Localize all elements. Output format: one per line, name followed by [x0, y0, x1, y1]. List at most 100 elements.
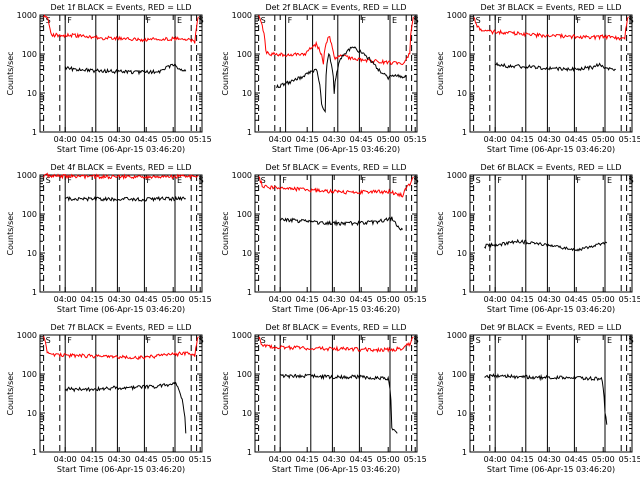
series-line: [484, 238, 608, 252]
y-axis-label: Counts/sec: [221, 211, 230, 255]
event-marker-label: F: [497, 16, 502, 25]
event-marker-label: F: [288, 16, 293, 25]
event-marker-label: S: [476, 176, 481, 185]
y-tick-label: 10: [27, 409, 37, 418]
x-tick-label: 04:15: [81, 295, 104, 304]
event-marker-label: E: [177, 336, 182, 345]
event-marker-label: E: [177, 16, 182, 25]
y-tick-label: 100: [452, 210, 467, 219]
event-marker-label: S: [629, 336, 634, 345]
plot-frame: [39, 174, 203, 293]
detector-panel-5: Det 5f BLACK = Events, RED = LLD 1 10 100 10…: [221, 163, 427, 314]
series-line: [494, 61, 616, 73]
event-marker-label: E: [607, 336, 612, 345]
x-tick-label: 05:00: [592, 135, 615, 144]
x-tick-label: 04:15: [81, 455, 104, 464]
series-line: [64, 195, 187, 203]
x-tick-label: 04:45: [565, 135, 588, 144]
x-tick-label: 04:15: [511, 135, 534, 144]
y-tick-label: 100: [237, 210, 252, 219]
x-tick-label: 04:00: [484, 135, 507, 144]
event-marker-label: E: [392, 336, 397, 345]
y-tick-label: 100: [22, 50, 37, 59]
panel-title: Det 8f BLACK = Events, RED = LLD: [265, 323, 406, 332]
y-tick-label: 10: [457, 89, 467, 98]
event-marker-label: F: [361, 16, 366, 25]
y-tick-label: 1: [247, 288, 252, 297]
y-axis-label: Counts/sec: [436, 371, 445, 415]
plot-frame: [254, 334, 418, 453]
series-line: [64, 381, 187, 434]
detector-panel-6: Det 6f BLACK = Events, RED = LLD 1 10 100 10…: [436, 163, 640, 314]
x-tick-label: 05:15: [404, 135, 427, 144]
event-marker-label: F: [282, 176, 287, 185]
detector-panel-9: Det 9f BLACK = Events, RED = LLD 1 10 100 10…: [436, 323, 640, 474]
detector-panel-3: Det 3f BLACK = Events, RED = LLD 1 10 100 10…: [436, 3, 640, 154]
x-tick-label: 04:00: [269, 295, 292, 304]
x-tick-label: 04:00: [269, 135, 292, 144]
y-tick-label: 100: [452, 370, 467, 379]
x-axis-label: Start Time (06-Apr-15 03:46:20): [272, 465, 400, 474]
x-tick-label: 04:45: [135, 455, 158, 464]
x-tick-label: 04:45: [135, 295, 158, 304]
detector-panel-7: Det 7f BLACK = Events, RED = LLD 1 10 100 10…: [6, 323, 212, 474]
x-tick-label: 05:00: [377, 295, 400, 304]
series-line: [279, 216, 403, 231]
x-tick-label: 04:45: [565, 455, 588, 464]
x-tick-label: 04:45: [350, 295, 373, 304]
event-marker-label: S: [199, 336, 204, 345]
x-tick-label: 04:30: [323, 295, 346, 304]
series-line: [258, 15, 414, 66]
x-tick-label: 05:00: [592, 295, 615, 304]
y-tick-label: 1000: [447, 331, 467, 340]
y-tick-label: 1: [32, 128, 37, 137]
panel-title: Det 3f BLACK = Events, RED = LLD: [480, 3, 621, 12]
event-marker-label: F: [67, 336, 72, 345]
y-tick-label: 1: [462, 128, 467, 137]
x-tick-label: 05:00: [592, 455, 615, 464]
x-tick-label: 04:45: [350, 135, 373, 144]
panel-title: Det 6f BLACK = Events, RED = LLD: [480, 163, 621, 172]
x-tick-label: 04:30: [108, 295, 131, 304]
plot-frame: [469, 174, 633, 293]
y-tick-label: 100: [22, 370, 37, 379]
x-tick-label: 04:15: [296, 455, 319, 464]
event-marker-label: F: [576, 336, 581, 345]
y-tick-label: 10: [242, 249, 252, 258]
event-marker-label: F: [67, 16, 72, 25]
detector-panel-4: Det 4f BLACK = Events, RED = LLD 1 10 100 10…: [6, 163, 212, 314]
y-tick-label: 1000: [17, 331, 37, 340]
event-marker-label: F: [576, 16, 581, 25]
event-marker-label: F: [282, 336, 287, 345]
event-marker-label: S: [629, 176, 634, 185]
x-tick-label: 04:30: [108, 135, 131, 144]
x-axis-label: Start Time (06-Apr-15 03:46:20): [57, 465, 185, 474]
y-tick-label: 1000: [447, 11, 467, 20]
x-axis-label: Start Time (06-Apr-15 03:46:20): [57, 305, 185, 314]
x-tick-label: 04:30: [538, 295, 561, 304]
series-line: [276, 46, 407, 114]
x-tick-label: 05:00: [377, 135, 400, 144]
event-marker-label: E: [392, 176, 397, 185]
x-tick-label: 05:15: [189, 135, 212, 144]
x-tick-label: 04:00: [269, 455, 292, 464]
x-tick-label: 04:00: [484, 295, 507, 304]
series-line: [484, 373, 608, 425]
series-line: [64, 62, 187, 76]
event-marker-label: F: [361, 336, 366, 345]
y-tick-label: 100: [22, 210, 37, 219]
y-tick-label: 10: [242, 409, 252, 418]
detector-panel-1: Det 1f BLACK = Events, RED = LLD 1 10 100 10…: [6, 3, 212, 154]
event-marker-label: F: [361, 176, 366, 185]
x-tick-label: 04:45: [135, 135, 158, 144]
series-line: [43, 336, 199, 361]
panel-title: Det 4f BLACK = Events, RED = LLD: [50, 163, 191, 172]
y-tick-label: 1: [247, 448, 252, 457]
x-axis-label: Start Time (06-Apr-15 03:46:20): [487, 145, 615, 154]
series-line: [43, 172, 199, 180]
x-tick-label: 05:00: [377, 455, 400, 464]
x-tick-label: 05:15: [619, 135, 640, 144]
x-tick-label: 04:30: [108, 455, 131, 464]
y-tick-label: 100: [452, 50, 467, 59]
y-tick-label: 100: [237, 370, 252, 379]
